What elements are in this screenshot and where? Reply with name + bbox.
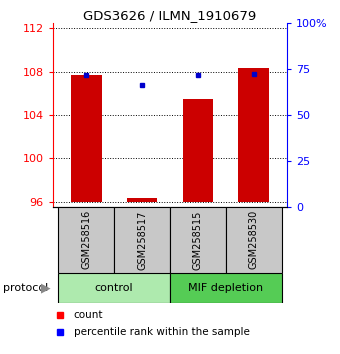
Text: GSM258516: GSM258516 <box>81 210 91 269</box>
Bar <box>170 273 282 303</box>
Bar <box>170 207 226 273</box>
Bar <box>183 99 213 202</box>
Bar <box>238 68 269 202</box>
Text: GSM258530: GSM258530 <box>249 210 259 269</box>
Text: MIF depletion: MIF depletion <box>188 282 264 293</box>
Text: protocol: protocol <box>3 282 49 293</box>
Bar <box>71 75 102 202</box>
Text: ▶: ▶ <box>41 281 51 294</box>
Text: GSM258517: GSM258517 <box>137 210 147 269</box>
Bar <box>58 207 114 273</box>
Bar <box>226 207 282 273</box>
Text: GSM258515: GSM258515 <box>193 210 203 269</box>
Bar <box>58 273 170 303</box>
Bar <box>127 199 157 202</box>
Text: percentile rank within the sample: percentile rank within the sample <box>74 327 250 337</box>
Text: count: count <box>74 310 103 320</box>
Bar <box>114 207 170 273</box>
Text: control: control <box>95 282 134 293</box>
Title: GDS3626 / ILMN_1910679: GDS3626 / ILMN_1910679 <box>83 9 257 22</box>
